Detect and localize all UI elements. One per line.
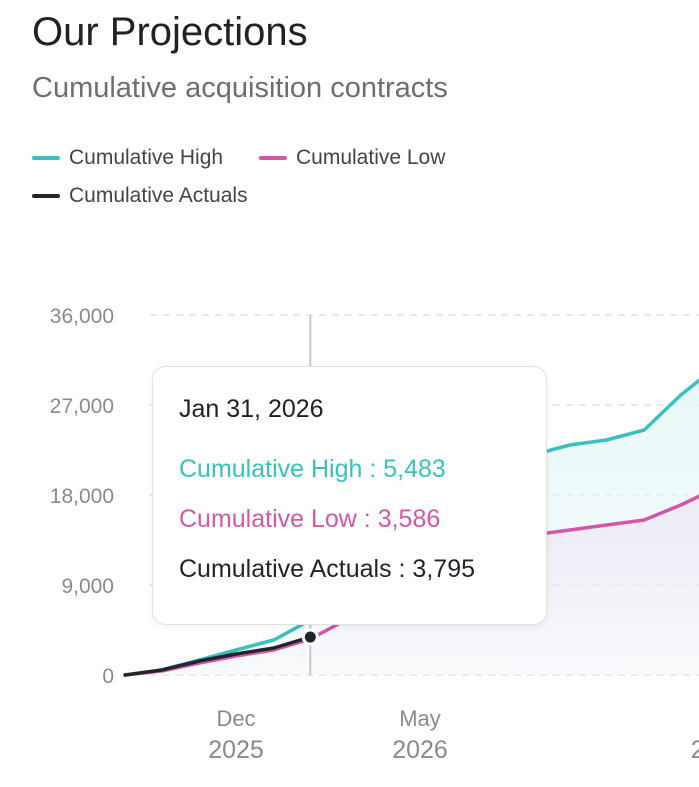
y-tick-label: 0 — [102, 665, 114, 688]
tooltip-high-value: Cumulative High : 5,483 — [179, 455, 446, 483]
legend-item-cumulative-low[interactable]: Cumulative Low — [259, 146, 445, 170]
x-tick-label: 2025 — [208, 736, 264, 764]
tooltip-actuals-value: Cumulative Actuals : 3,795 — [179, 555, 475, 583]
y-tick-label: 18,000 — [50, 485, 114, 508]
legend-swatch-low — [259, 156, 287, 160]
y-tick-label: 9,000 — [61, 575, 114, 598]
legend-swatch-high — [32, 156, 60, 160]
legend-item-cumulative-high[interactable]: Cumulative High — [32, 146, 223, 170]
legend-swatch-actuals — [32, 194, 60, 198]
hover-point-actuals — [301, 628, 319, 646]
legend-label-low: Cumulative Low — [296, 146, 446, 169]
tooltip-date: Jan 31, 2026 — [179, 395, 324, 423]
line-cumulative-actuals — [123, 635, 313, 677]
x-tick-label: May — [399, 706, 441, 731]
legend-item-cumulative-actuals[interactable]: Cumulative Actuals — [32, 184, 248, 208]
y-tick-label: 27,000 — [50, 395, 114, 418]
x-tick-label: 2027 — [691, 736, 699, 764]
chart-title: Our Projections — [32, 10, 308, 54]
x-tick-label: 2026 — [392, 736, 448, 764]
chart-subtitle: Cumulative acquisition contracts — [32, 72, 448, 104]
y-tick-label: 36,000 — [50, 305, 114, 328]
legend-label-high: Cumulative High — [69, 146, 224, 169]
x-tick-label: Dec — [216, 706, 255, 731]
tooltip-low-value: Cumulative Low : 3,586 — [179, 505, 441, 533]
legend-label-actuals: Cumulative Actuals — [69, 184, 248, 207]
hover-tooltip: Jan 31, 2026 Cumulative High : 5,483 Cum… — [152, 366, 547, 625]
